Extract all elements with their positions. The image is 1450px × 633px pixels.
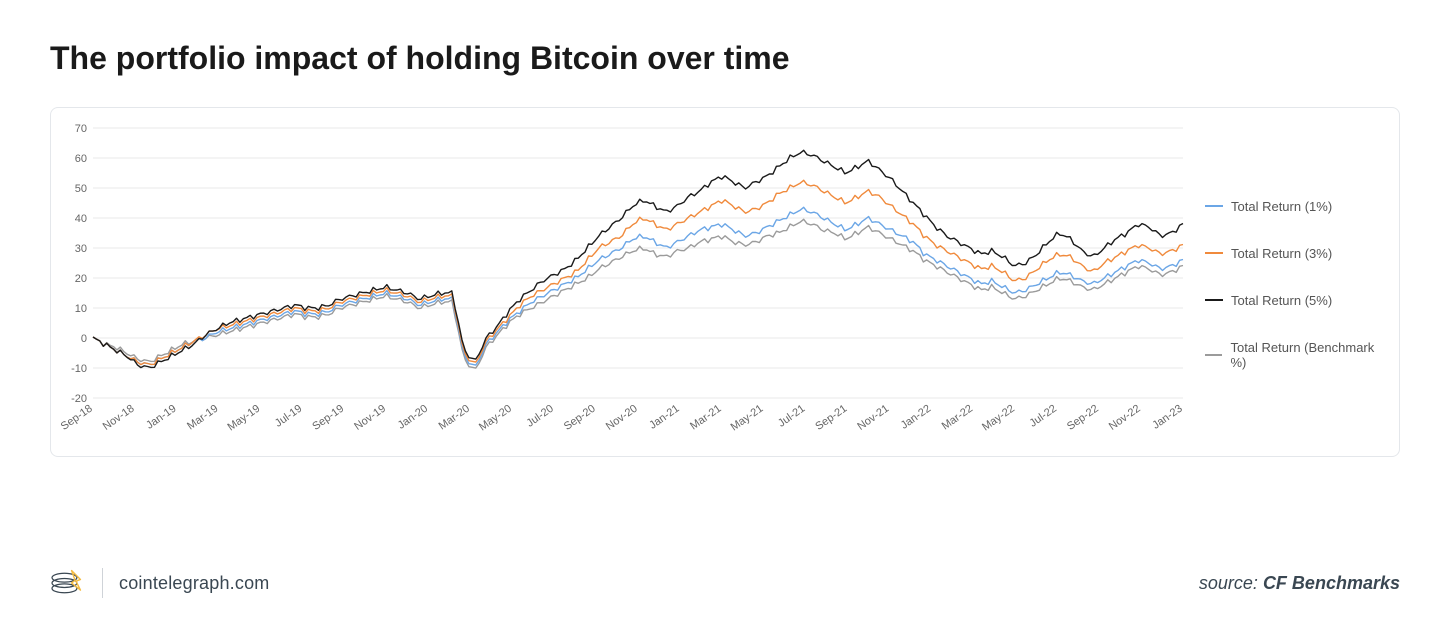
svg-text:Mar-21: Mar-21 (688, 403, 723, 433)
svg-text:May-20: May-20 (477, 403, 514, 434)
svg-text:Mar-22: Mar-22 (940, 403, 975, 433)
footer: cointelegraph.com source: CF Benchmarks (50, 567, 1400, 599)
svg-text:70: 70 (75, 123, 87, 135)
legend-label-5pct: Total Return (5%) (1231, 293, 1332, 308)
page-title: The portfolio impact of holding Bitcoin … (50, 40, 1400, 77)
svg-text:Nov-22: Nov-22 (1107, 403, 1143, 433)
chart-wrap: -20-10010203040506070Sep-18Nov-18Jan-19M… (61, 122, 1389, 446)
svg-text:Nov-20: Nov-20 (604, 403, 640, 433)
svg-text:Jan-22: Jan-22 (899, 403, 933, 432)
svg-text:Jul-20: Jul-20 (524, 403, 555, 430)
legend-swatch-3pct (1205, 252, 1223, 254)
legend-swatch-1pct (1205, 205, 1223, 207)
svg-text:Sep-22: Sep-22 (1065, 403, 1101, 433)
svg-text:Jan-19: Jan-19 (144, 403, 178, 432)
footer-url: cointelegraph.com (119, 573, 270, 594)
svg-text:10: 10 (75, 303, 87, 315)
line-chart-svg: -20-10010203040506070Sep-18Nov-18Jan-19M… (61, 122, 1189, 446)
svg-text:Jul-21: Jul-21 (776, 403, 807, 430)
svg-text:30: 30 (75, 243, 87, 255)
svg-text:Sep-20: Sep-20 (562, 403, 598, 433)
svg-text:Jan-20: Jan-20 (396, 403, 430, 432)
legend-item-1pct: Total Return (1%) (1205, 199, 1389, 214)
svg-text:Jan-21: Jan-21 (647, 403, 681, 432)
source-name: CF Benchmarks (1263, 573, 1400, 593)
chart-card: -20-10010203040506070Sep-18Nov-18Jan-19M… (50, 107, 1400, 457)
series-line (93, 207, 1183, 365)
legend-item-3pct: Total Return (3%) (1205, 246, 1389, 261)
svg-text:Nov-18: Nov-18 (101, 403, 137, 433)
legend-item-benchmark: Total Return (Benchmark %) (1205, 340, 1389, 370)
legend-swatch-benchmark (1205, 354, 1222, 356)
plot-area: -20-10010203040506070Sep-18Nov-18Jan-19M… (61, 122, 1189, 446)
svg-text:Sep-18: Sep-18 (61, 403, 95, 433)
legend-label-3pct: Total Return (3%) (1231, 246, 1332, 261)
footer-divider (102, 568, 103, 598)
svg-text:-10: -10 (71, 363, 87, 375)
svg-text:Nov-19: Nov-19 (352, 403, 388, 433)
source-prefix: source: (1199, 573, 1263, 593)
series-line (93, 219, 1183, 368)
svg-text:Jul-22: Jul-22 (1028, 403, 1059, 430)
svg-text:Mar-19: Mar-19 (185, 403, 220, 433)
svg-text:Jul-19: Jul-19 (273, 403, 304, 430)
svg-text:40: 40 (75, 213, 87, 225)
footer-left: cointelegraph.com (50, 567, 270, 599)
svg-text:Sep-19: Sep-19 (310, 403, 346, 433)
footer-source: source: CF Benchmarks (1199, 573, 1400, 594)
svg-text:60: 60 (75, 153, 87, 165)
svg-text:20: 20 (75, 273, 87, 285)
svg-text:50: 50 (75, 183, 87, 195)
svg-text:May-21: May-21 (729, 403, 766, 434)
legend-item-5pct: Total Return (5%) (1205, 293, 1389, 308)
svg-text:May-22: May-22 (980, 403, 1017, 434)
series-line (93, 150, 1183, 367)
svg-text:Sep-21: Sep-21 (813, 403, 849, 433)
svg-text:May-19: May-19 (225, 403, 262, 434)
svg-text:0: 0 (81, 333, 87, 345)
legend-label-1pct: Total Return (1%) (1231, 199, 1332, 214)
legend-swatch-5pct (1205, 299, 1223, 301)
legend: Total Return (1%) Total Return (3%) Tota… (1189, 122, 1389, 446)
series-line (93, 180, 1183, 364)
svg-text:Jan-23: Jan-23 (1150, 403, 1184, 432)
legend-label-benchmark: Total Return (Benchmark %) (1230, 340, 1389, 370)
svg-text:Mar-20: Mar-20 (437, 403, 472, 433)
svg-text:-20: -20 (71, 393, 87, 405)
cointelegraph-logo-icon (50, 567, 86, 599)
svg-text:Nov-21: Nov-21 (855, 403, 891, 433)
